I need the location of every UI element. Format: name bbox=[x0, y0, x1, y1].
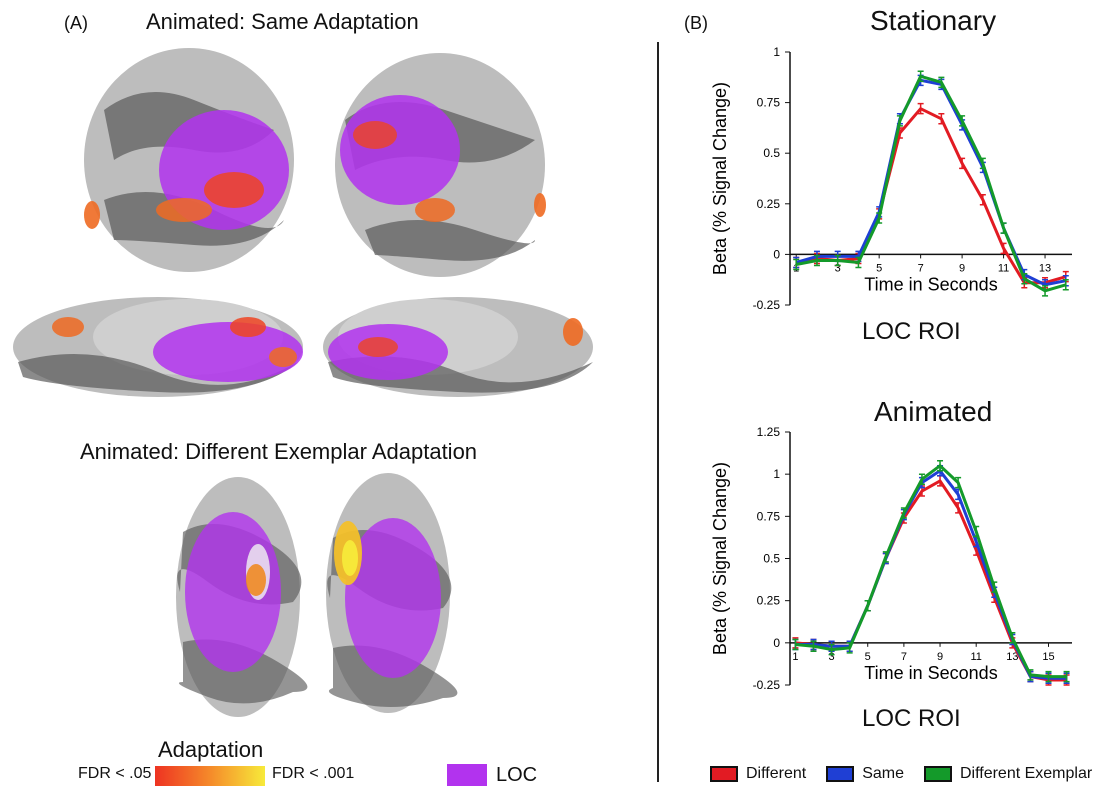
chart-legend: Different Same Different Exemplar bbox=[710, 765, 1092, 783]
series-line-different-exemplar bbox=[795, 74, 1067, 293]
x-axis-label: Time in Seconds bbox=[864, 274, 997, 294]
data-point-different-exemplar bbox=[793, 258, 800, 271]
data-point-different-exemplar bbox=[917, 70, 924, 83]
legend-label-different-exemplar: Different Exemplar bbox=[959, 765, 1093, 782]
x-tick-label: 15 bbox=[1042, 651, 1054, 663]
brain-different-right bbox=[326, 473, 458, 713]
panel-b-label: (B) bbox=[684, 13, 708, 33]
panel-divider bbox=[657, 42, 659, 782]
data-point-different-exemplar bbox=[973, 525, 980, 538]
data-point-different-exemplar bbox=[855, 256, 862, 269]
series-line-different-exemplar bbox=[795, 464, 1067, 679]
y-tick-label: 0 bbox=[773, 247, 780, 261]
animated-chart-title: Animated bbox=[874, 396, 993, 427]
data-point-different-exemplar bbox=[1027, 669, 1034, 681]
y-tick-label: 0.5 bbox=[763, 146, 780, 160]
data-point-different bbox=[959, 157, 966, 170]
y-tick-label: 1 bbox=[773, 467, 780, 481]
y-tick-label: 1.25 bbox=[757, 425, 781, 439]
brain-different-left bbox=[176, 477, 308, 717]
legend-label-same: Same bbox=[862, 765, 904, 782]
y-tick-label: 0 bbox=[773, 636, 780, 650]
brain-same-top-left bbox=[84, 48, 294, 272]
y-tick-label: 1 bbox=[773, 45, 780, 59]
brain-same-side-left bbox=[13, 297, 303, 397]
data-point-different-exemplar bbox=[828, 643, 835, 656]
y-axis-label: Beta (% Signal Change) bbox=[710, 82, 730, 275]
data-point-different bbox=[979, 194, 986, 206]
data-point-different bbox=[1000, 242, 1007, 255]
data-point-different-exemplar bbox=[882, 551, 889, 563]
different-exemplar-title: Animated: Different Exemplar Adaptation bbox=[80, 439, 478, 464]
loc-swatch bbox=[447, 764, 487, 786]
data-point-different bbox=[938, 113, 945, 125]
x-tick-label: 3 bbox=[829, 651, 835, 663]
data-point-different-exemplar bbox=[918, 473, 925, 485]
data-point-different-exemplar bbox=[1063, 670, 1070, 683]
data-point-different-exemplar bbox=[938, 76, 945, 89]
x-axis-label: Time in Seconds bbox=[864, 663, 997, 683]
adaptation-legend-title: Adaptation bbox=[158, 737, 264, 762]
y-tick-label: 0.25 bbox=[757, 594, 781, 608]
fdr-high-label: FDR < .001 bbox=[272, 765, 355, 782]
data-point-different-exemplar bbox=[1062, 279, 1069, 291]
data-point-different-exemplar bbox=[900, 507, 907, 519]
animated-roi-label: LOC ROI bbox=[862, 705, 961, 732]
fdr-low-label: FDR < .05 bbox=[78, 765, 152, 782]
legend-swatch-different bbox=[710, 766, 738, 782]
data-point-different-exemplar bbox=[1000, 222, 1007, 234]
legend-swatch-same bbox=[826, 766, 855, 782]
same-adaptation-title: Animated: Same Adaptation bbox=[146, 9, 419, 34]
stationary-roi-label: LOC ROI bbox=[862, 318, 961, 345]
x-tick-label: 9 bbox=[937, 651, 943, 663]
brain-same-top-right bbox=[335, 53, 546, 277]
loc-legend-label: LOC bbox=[496, 764, 538, 786]
data-point-different-exemplar bbox=[937, 459, 944, 472]
x-tick-label: 5 bbox=[865, 651, 871, 663]
data-point-different-exemplar bbox=[1009, 632, 1016, 644]
y-tick-label: -0.25 bbox=[753, 678, 781, 692]
y-tick-label: 0.25 bbox=[757, 197, 781, 211]
x-tick-label: 1 bbox=[792, 651, 798, 663]
data-point-different-exemplar bbox=[876, 212, 883, 224]
x-tick-label: 5 bbox=[876, 262, 882, 274]
stationary-chart-title: Stationary bbox=[870, 5, 997, 36]
series-line-same bbox=[795, 469, 1067, 680]
x-tick-label: 11 bbox=[970, 651, 981, 663]
data-point-different-exemplar bbox=[896, 115, 903, 127]
x-tick-label: 13 bbox=[1039, 262, 1051, 274]
x-tick-label: 11 bbox=[998, 262, 1009, 274]
data-point-different-exemplar bbox=[864, 599, 871, 612]
data-point-different-exemplar bbox=[1045, 670, 1052, 683]
y-tick-label: 0.75 bbox=[757, 509, 781, 523]
adaptation-colorbar bbox=[155, 766, 265, 786]
data-point-different-exemplar bbox=[991, 581, 998, 593]
data-point-different-exemplar bbox=[810, 640, 817, 652]
y-tick-label: 0.5 bbox=[763, 552, 780, 566]
x-tick-label: 13 bbox=[1006, 651, 1018, 663]
data-point-different-exemplar bbox=[955, 476, 962, 489]
y-tick-label: 0.75 bbox=[757, 96, 781, 110]
legend-label-different: Different bbox=[746, 765, 807, 782]
data-point-different-exemplar bbox=[1021, 272, 1028, 285]
brain-same-side-right bbox=[323, 297, 593, 397]
y-axis-label: Beta (% Signal Change) bbox=[710, 462, 730, 655]
x-tick-label: 7 bbox=[918, 262, 924, 274]
x-tick-label: 7 bbox=[901, 651, 907, 663]
legend-swatch-different-exemplar bbox=[923, 766, 952, 782]
data-point-different-exemplar bbox=[959, 115, 966, 127]
data-point-different-exemplar bbox=[813, 254, 820, 267]
x-tick-label: 3 bbox=[835, 262, 841, 274]
panel-a-label: (A) bbox=[64, 13, 88, 33]
data-point-different-exemplar bbox=[834, 254, 841, 267]
data-point-different-exemplar bbox=[979, 157, 986, 170]
data-point-different-exemplar bbox=[792, 638, 799, 651]
x-tick-label: 9 bbox=[959, 262, 965, 274]
y-tick-label: -0.25 bbox=[753, 298, 781, 312]
data-point-different-exemplar bbox=[846, 642, 853, 654]
data-point-different bbox=[917, 102, 924, 115]
data-point-different-exemplar bbox=[1042, 285, 1049, 297]
